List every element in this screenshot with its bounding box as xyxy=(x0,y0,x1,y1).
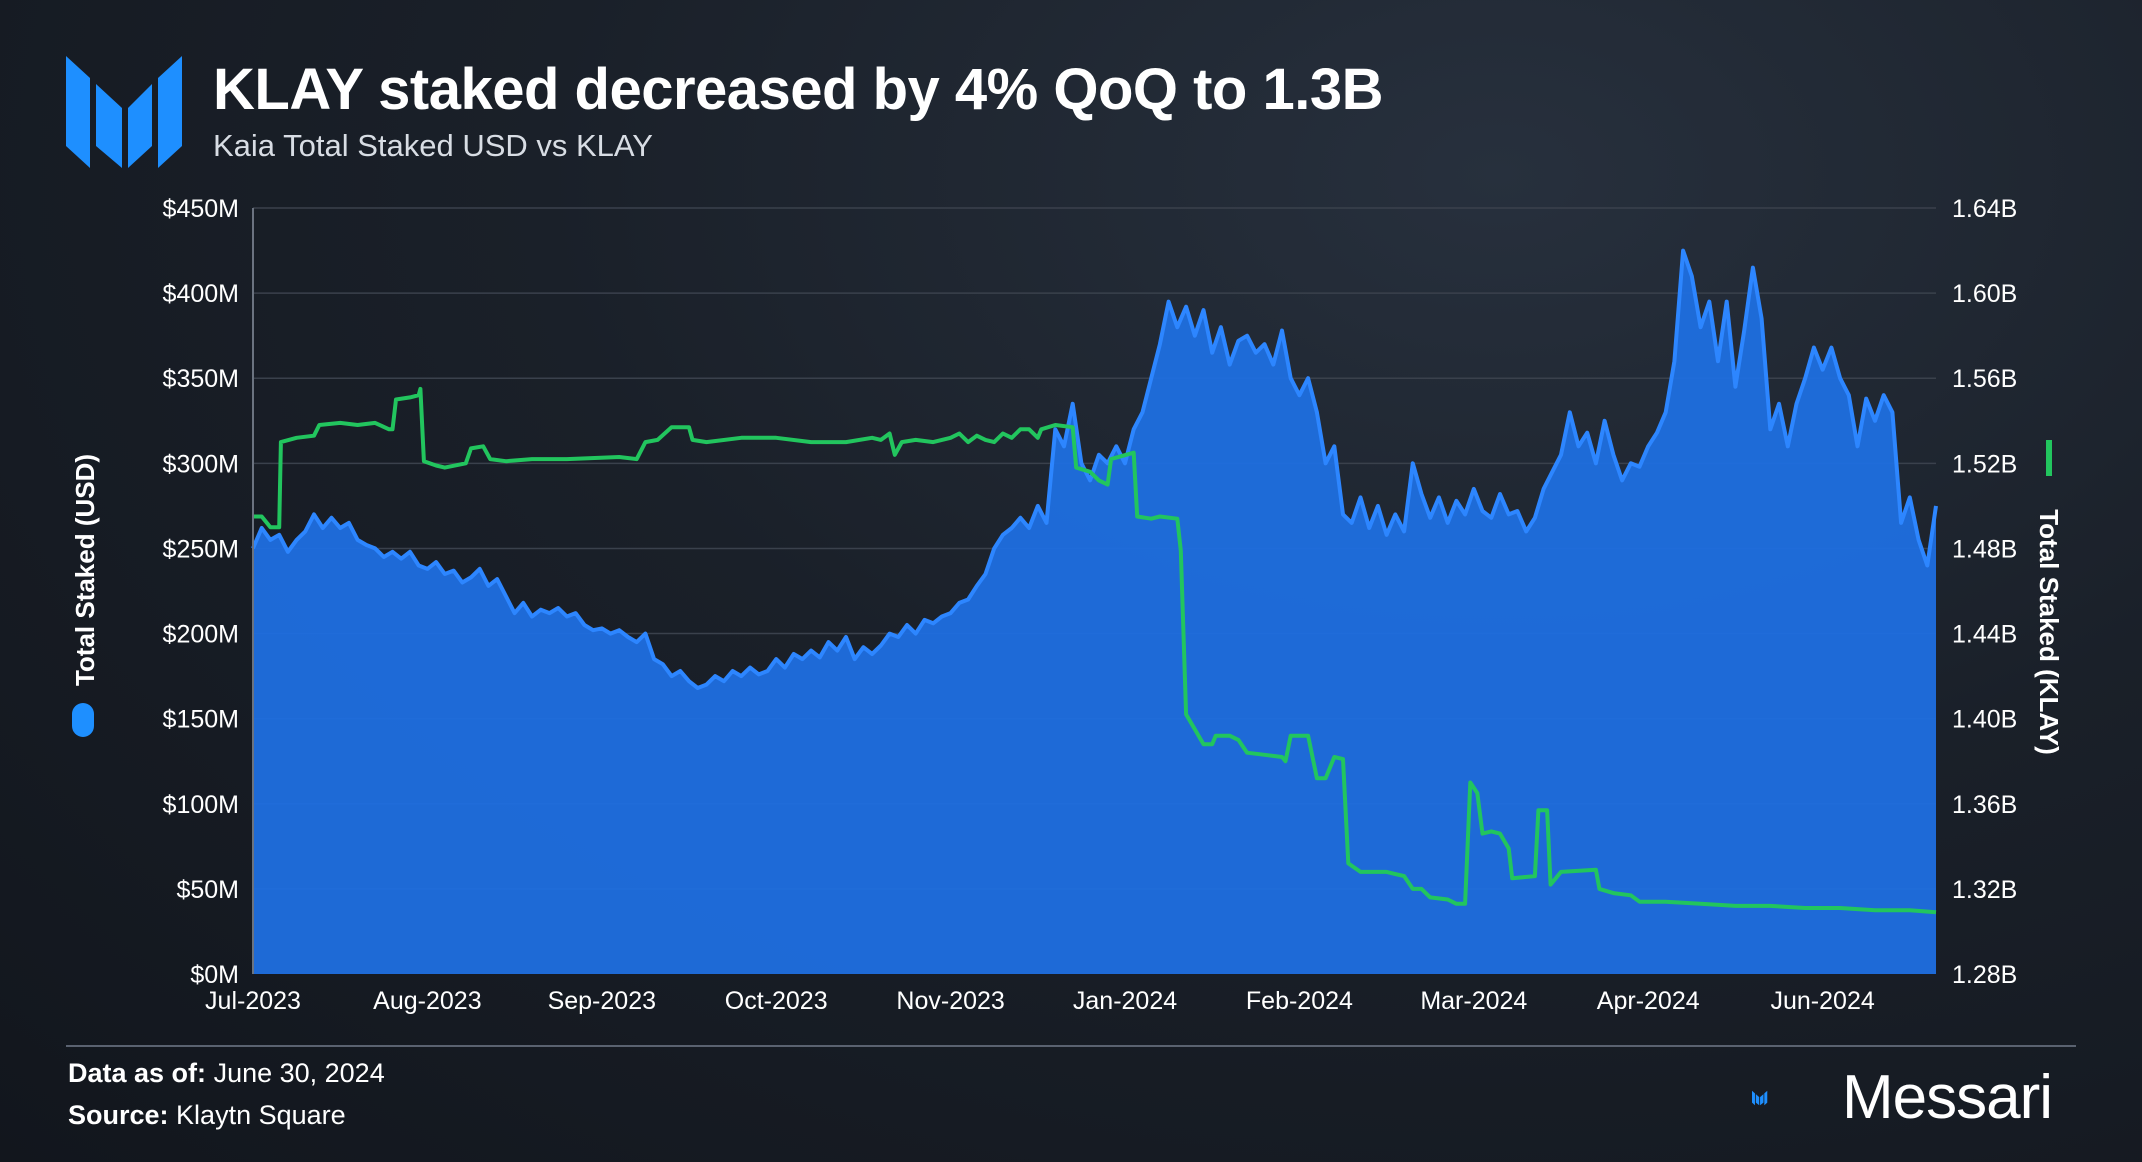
right-tick-label: 1.64B xyxy=(1952,195,2017,223)
chart-title: KLAY staked decreased by 4% QoQ to 1.3B xyxy=(213,57,1383,122)
left-tick-label: $300M xyxy=(163,450,239,478)
data-as-of: Data as of: June 30, 2024 xyxy=(68,1058,385,1089)
right-tick-label: 1.32B xyxy=(1952,876,2017,904)
left-tick-label: $400M xyxy=(163,280,239,308)
usd-area-series xyxy=(251,248,1938,975)
right-tick-label: 1.56B xyxy=(1952,365,2017,393)
usd-area-outline xyxy=(251,248,1938,690)
klay-line xyxy=(253,386,1937,915)
right-tick-label: 1.44B xyxy=(1952,621,2017,649)
left-tick-label: $450M xyxy=(163,195,239,223)
left-tick-label: $250M xyxy=(163,535,239,563)
x-tick-label: Aug-2023 xyxy=(373,987,481,1015)
x-tick-label: Feb-2024 xyxy=(1246,987,1353,1015)
source-value: Klaytn Square xyxy=(176,1100,346,1130)
x-tick-label: Apr-2024 xyxy=(1597,987,1700,1015)
right-tick-label: 1.36B xyxy=(1952,791,2017,819)
x-tick-label: Sep-2023 xyxy=(548,987,656,1015)
left-tick-label: $0M xyxy=(190,961,239,989)
chart-subtitle: Kaia Total Staked USD vs KLAY xyxy=(213,128,653,163)
right-axis-ticks: 1.28B 1.32B 1.36B 1.40B 1.44B 1.48B 1.52B 1.56B… xyxy=(1952,195,2017,989)
source-label: Source: xyxy=(68,1100,169,1130)
usd-area xyxy=(253,250,1936,975)
data-as-of-value: June 30, 2024 xyxy=(213,1058,385,1088)
x-tick-label: Jul-2023 xyxy=(205,987,301,1015)
axis-legends: Total Staked (USD) Total Staked (KLAY) xyxy=(70,440,2064,755)
messari-logo-mark xyxy=(66,56,182,168)
right-tick-label: 1.60B xyxy=(1952,280,2017,308)
klay-legend-swatch xyxy=(2046,440,2052,476)
left-axis-ticks: $0M $50M $100M $150M $200M $250M $300M $350M $40… xyxy=(163,195,239,989)
right-tick-label: 1.28B xyxy=(1952,961,2017,989)
right-tick-label: 1.40B xyxy=(1952,706,2017,734)
brand-name: Messari xyxy=(1842,1063,2053,1132)
footer-divider xyxy=(66,1045,2076,1047)
x-tick-label: Jan-2024 xyxy=(1073,987,1177,1015)
messari-brand-mark xyxy=(1752,1090,1768,1106)
source: Source: Klaytn Square xyxy=(68,1100,346,1131)
left-axis-title: Total Staked (USD) xyxy=(70,454,100,686)
x-tick-label: Nov-2023 xyxy=(896,987,1004,1015)
chart-canvas: $0M $50M $100M $150M $200M $250M $300M $350M $40… xyxy=(70,195,2064,1015)
left-tick-label: $200M xyxy=(163,621,239,649)
data-as-of-label: Data as of: xyxy=(68,1058,207,1088)
x-tick-label: Oct-2023 xyxy=(725,987,828,1015)
left-tick-label: $350M xyxy=(163,365,239,393)
x-tick-label: Mar-2024 xyxy=(1420,987,1527,1015)
x-tick-label: Jun-2024 xyxy=(1771,987,1875,1015)
usd-legend-swatch xyxy=(72,703,94,737)
right-tick-label: 1.52B xyxy=(1952,450,2017,478)
left-tick-label: $100M xyxy=(163,791,239,819)
right-axis-title: Total Staked (KLAY) xyxy=(2034,509,2064,755)
x-axis-ticks: Jul-2023 Aug-2023 Sep-2023 Oct-2023 Nov-2023… xyxy=(205,987,1875,1015)
klay-line-series xyxy=(253,386,1937,915)
left-tick-label: $50M xyxy=(176,876,239,904)
left-tick-label: $150M xyxy=(163,706,239,734)
right-tick-label: 1.48B xyxy=(1952,535,2017,563)
